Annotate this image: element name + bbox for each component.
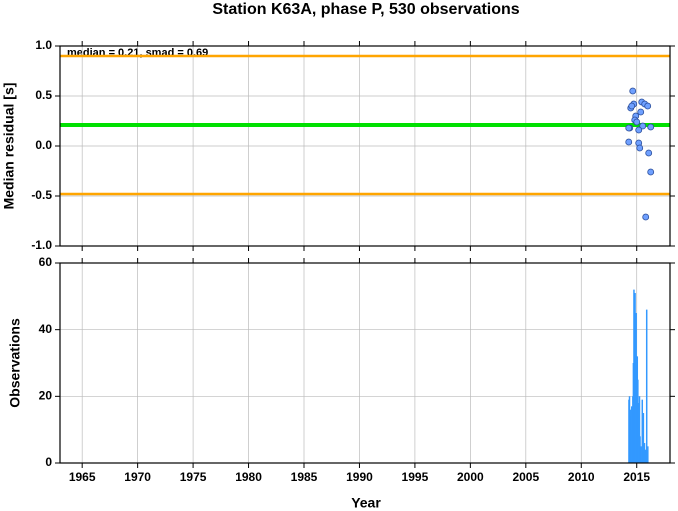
frame [59,262,671,464]
point [642,213,650,221]
x-tick-label: 1980 [235,470,262,484]
y-tick-label: 20 [39,389,53,403]
point [645,149,653,157]
y-tick-label: -1.0 [31,238,52,252]
y-tick-label: 40 [39,322,53,336]
point [635,126,643,134]
point [644,102,652,110]
point [639,122,647,130]
y-axis-label: Median residual [s] [1,83,17,210]
y-tick-label: 0.5 [35,88,52,102]
point [633,118,641,126]
x-tick-label: 1965 [69,470,96,484]
x-tick-label: 1985 [291,470,318,484]
x-tick-label: 1975 [180,470,207,484]
x-tick-label: 1990 [346,470,373,484]
point [637,108,645,116]
y-tick-label: 1.0 [35,38,52,52]
y-axis-label: Observations [7,318,23,408]
x-tick-label: 2005 [512,470,539,484]
point [647,123,655,131]
x-tick-label: 2015 [623,470,650,484]
point [628,102,636,110]
y-tick-label: 0.0 [35,138,52,152]
point [625,138,633,146]
x-tick-label: 1970 [124,470,151,484]
point [647,168,655,176]
point [636,144,644,152]
x-tick-label: 2010 [568,470,595,484]
y-tick-label: 0 [45,455,52,469]
x-tick-label: 2000 [457,470,484,484]
point [629,87,637,95]
x-tick-label: 1995 [402,470,429,484]
x-axis-label: Year [351,495,381,511]
chart-title: Station K63A, phase P, 530 observations [212,1,519,18]
point [625,124,633,132]
y-tick-label: 60 [39,255,53,269]
y-tick-label: -0.5 [31,188,52,202]
frame [59,45,671,247]
